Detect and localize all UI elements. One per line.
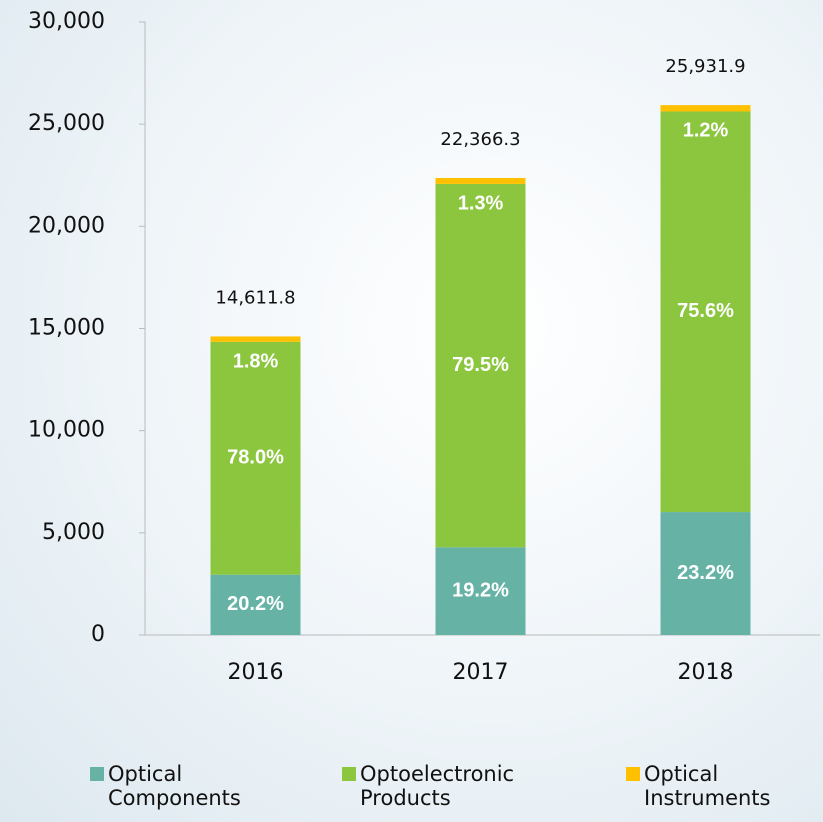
legend-item: Optical Instruments (626, 762, 770, 810)
total-label: 14,611.8 (215, 287, 295, 308)
legend-item: Optical Components (90, 762, 241, 810)
bar-segment (210, 336, 301, 342)
bar-segment (660, 105, 751, 112)
bar-segment (660, 111, 751, 513)
legend-label: Optical Components (108, 762, 241, 810)
y-tick-label: 5,000 (42, 520, 105, 545)
y-tick-label: 25,000 (28, 111, 105, 136)
x-tick-label: 2017 (453, 660, 509, 685)
bar-segment (435, 547, 526, 635)
legend-label: Optical Instruments (644, 762, 771, 810)
legend-swatch (342, 767, 356, 781)
segment-label: 23.2% (677, 562, 734, 584)
y-tick-label: 0 (91, 622, 105, 647)
bar-segment (210, 341, 301, 575)
segment-label: 1.3% (458, 192, 504, 214)
legend-swatch (90, 767, 104, 781)
bar-segment (210, 574, 301, 635)
legend-item: Optoelectronic Products (342, 762, 515, 810)
legend-label: Optoelectronic Products (360, 762, 515, 810)
bar-segment (435, 183, 526, 548)
total-label: 25,931.9 (665, 56, 745, 77)
y-tick-label: 30,000 (28, 9, 105, 34)
x-tick-label: 2016 (228, 660, 284, 685)
y-tick-label: 15,000 (28, 316, 105, 341)
segment-label: 79.5% (452, 354, 509, 376)
bar-segment (435, 177, 526, 184)
x-tick-label: 2018 (678, 660, 734, 685)
total-label: 22,366.3 (440, 129, 520, 150)
segment-label: 75.6% (677, 300, 734, 322)
y-tick-label: 10,000 (28, 418, 105, 443)
segment-label: 1.8% (233, 351, 279, 373)
bar-segment (660, 512, 751, 635)
segment-label: 78.0% (227, 447, 284, 469)
segment-label: 19.2% (452, 579, 509, 601)
legend-swatch (626, 767, 640, 781)
y-tick-label: 20,000 (28, 213, 105, 238)
segment-label: 20.2% (227, 593, 284, 615)
segment-label: 1.2% (683, 119, 729, 141)
